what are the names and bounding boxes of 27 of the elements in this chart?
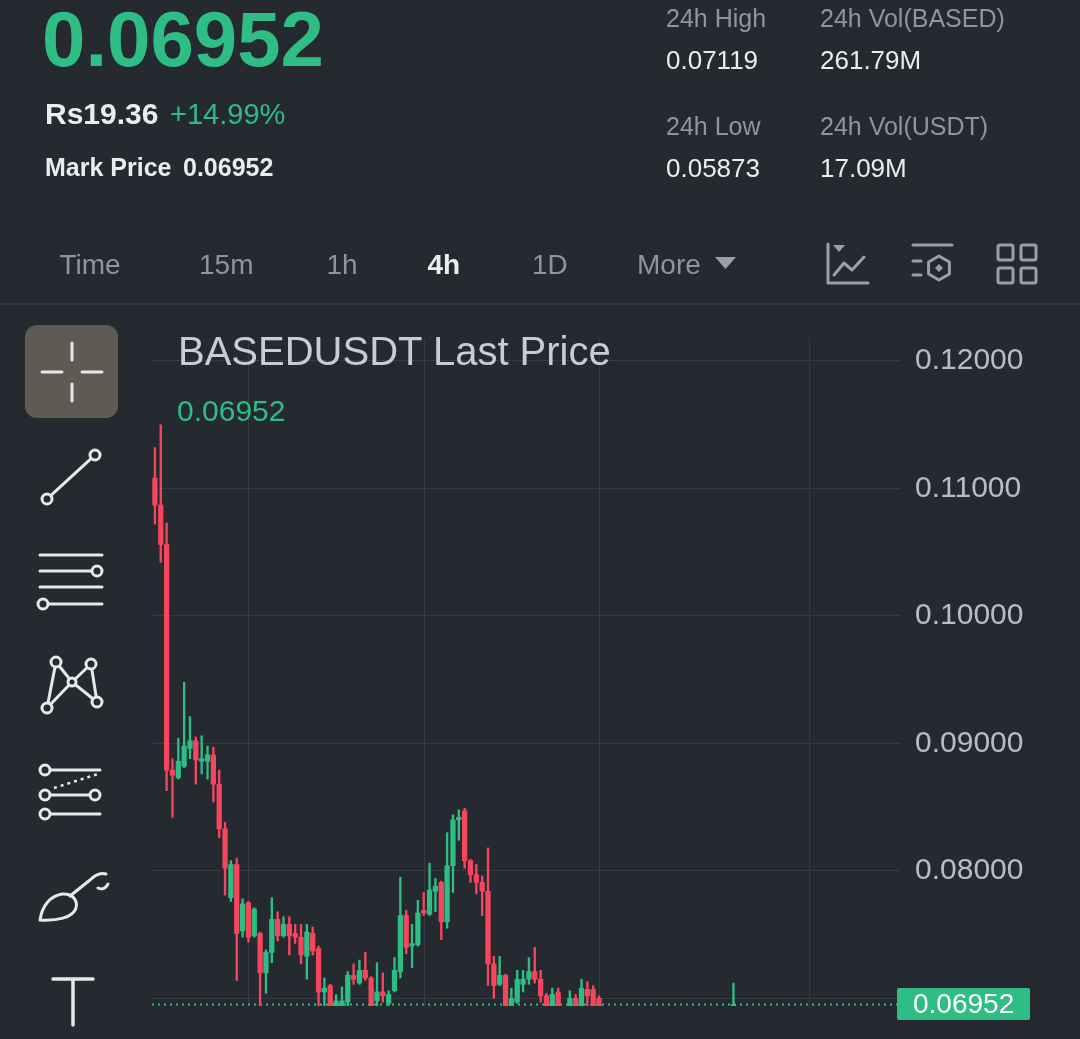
text: 24h Vol(BASED) <box>820 3 1005 32</box>
text: 1D <box>532 249 568 280</box>
text: 1h <box>326 249 358 280</box>
y-tick-label: 0.10000 <box>915 597 1024 631</box>
text: +14.99% <box>170 97 286 130</box>
annotation: 0.06952 <box>177 394 286 427</box>
text: 0.06952 <box>183 152 274 181</box>
text: 24h Vol(USDT) <box>820 111 989 140</box>
text: 0.05873 <box>666 153 760 183</box>
text: More <box>637 249 701 280</box>
y-tick-label: 0.08000 <box>915 852 1024 886</box>
text: Mark Price <box>45 152 172 181</box>
y-tick-label: 0.11000 <box>915 469 1022 503</box>
text: 4h <box>427 249 461 280</box>
text: 0.06952 <box>42 0 324 83</box>
text: Rs19.36 <box>45 97 159 130</box>
y-tick-label: 0.09000 <box>915 724 1024 758</box>
text: 15m <box>199 249 254 280</box>
chart-title: BASEDUSDT Last Price <box>178 329 611 373</box>
ref-line-label: 0.06952 <box>897 988 1031 1021</box>
text: 0.07119 <box>666 45 759 75</box>
text: 17.09M <box>820 153 907 183</box>
text: 261.79M <box>820 45 922 75</box>
y-tick-label: 0.12000 <box>915 342 1024 376</box>
text: 24h Low <box>666 111 761 140</box>
text: 24h High <box>666 3 767 32</box>
text: Time <box>59 249 121 280</box>
